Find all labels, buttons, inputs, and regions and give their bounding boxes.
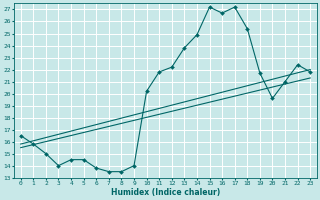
X-axis label: Humidex (Indice chaleur): Humidex (Indice chaleur) xyxy=(111,188,220,197)
